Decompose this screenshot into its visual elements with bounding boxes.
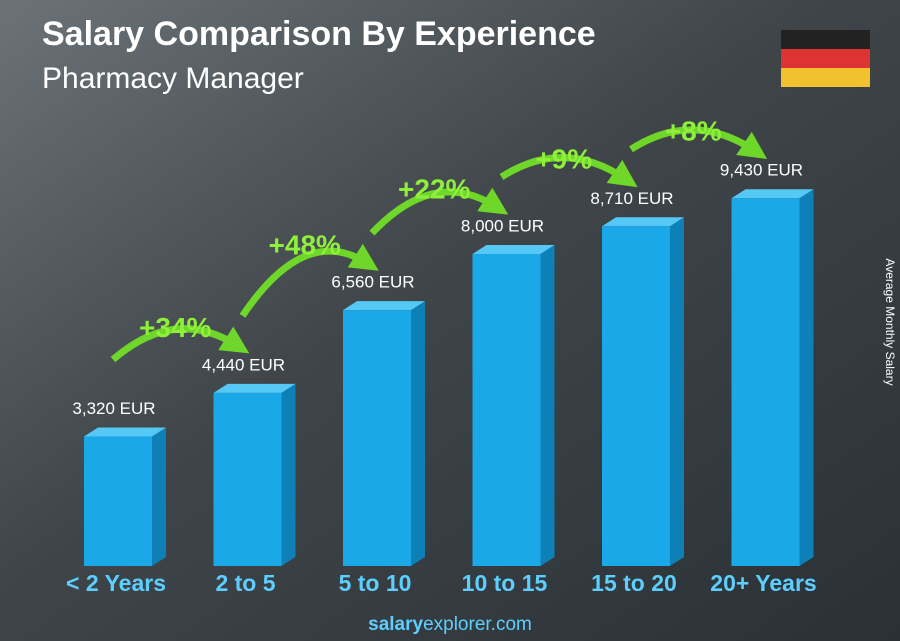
chart-subtitle: Pharmacy Manager [42, 62, 304, 95]
y-axis-label: Average Monthly Salary [883, 258, 897, 385]
chart-title: Salary Comparison By Experience [42, 15, 596, 53]
change-label: +22% [398, 173, 470, 204]
value-label: 4,440 EUR [202, 355, 285, 374]
bar [84, 436, 152, 566]
bar [472, 254, 541, 566]
value-label: 8,000 EUR [461, 216, 544, 235]
bar [731, 198, 800, 567]
bar-side [540, 245, 555, 566]
change-label: +48% [269, 230, 341, 261]
change-arrow [369, 187, 509, 236]
bar-side [670, 217, 684, 566]
value-label: 8,710 EUR [590, 189, 673, 208]
flag [781, 30, 870, 87]
bar-side [152, 427, 166, 566]
value-label: 3,320 EUR [72, 399, 155, 418]
bar-side [281, 383, 296, 566]
x-tick-label: < 2 Years [66, 570, 166, 596]
change-label: +9% [535, 143, 592, 174]
change-arrow [499, 154, 638, 188]
value-label: 6,560 EUR [331, 273, 414, 292]
bar [343, 310, 411, 566]
bar-top [731, 189, 814, 199]
bar [602, 226, 670, 566]
bar-top [472, 245, 555, 254]
bar-side [411, 301, 425, 566]
bar [213, 392, 282, 566]
bar-top [84, 427, 166, 437]
footer: salaryexplorer.com [368, 614, 532, 635]
bar-side [799, 189, 814, 567]
x-tick-label: 15 to 20 [591, 570, 677, 596]
value-label: 9,430 EUR [720, 161, 803, 180]
x-tick-label: 5 to 10 [339, 570, 412, 596]
change-arrow [239, 243, 379, 318]
x-tick-label: 20+ Years [710, 570, 816, 596]
x-tick-label: 2 to 5 [215, 570, 275, 596]
change-arrow [629, 126, 768, 160]
footer-domain: explorer.com [423, 614, 532, 635]
x-tick-label: 10 to 15 [462, 570, 548, 596]
footer-brand: salary [368, 614, 423, 635]
change-label: +8% [665, 116, 722, 147]
change-label: +34% [139, 312, 211, 343]
change-arrow [110, 325, 250, 363]
bar-top [213, 383, 296, 393]
bar-top [343, 301, 425, 311]
bar-top [602, 217, 684, 227]
